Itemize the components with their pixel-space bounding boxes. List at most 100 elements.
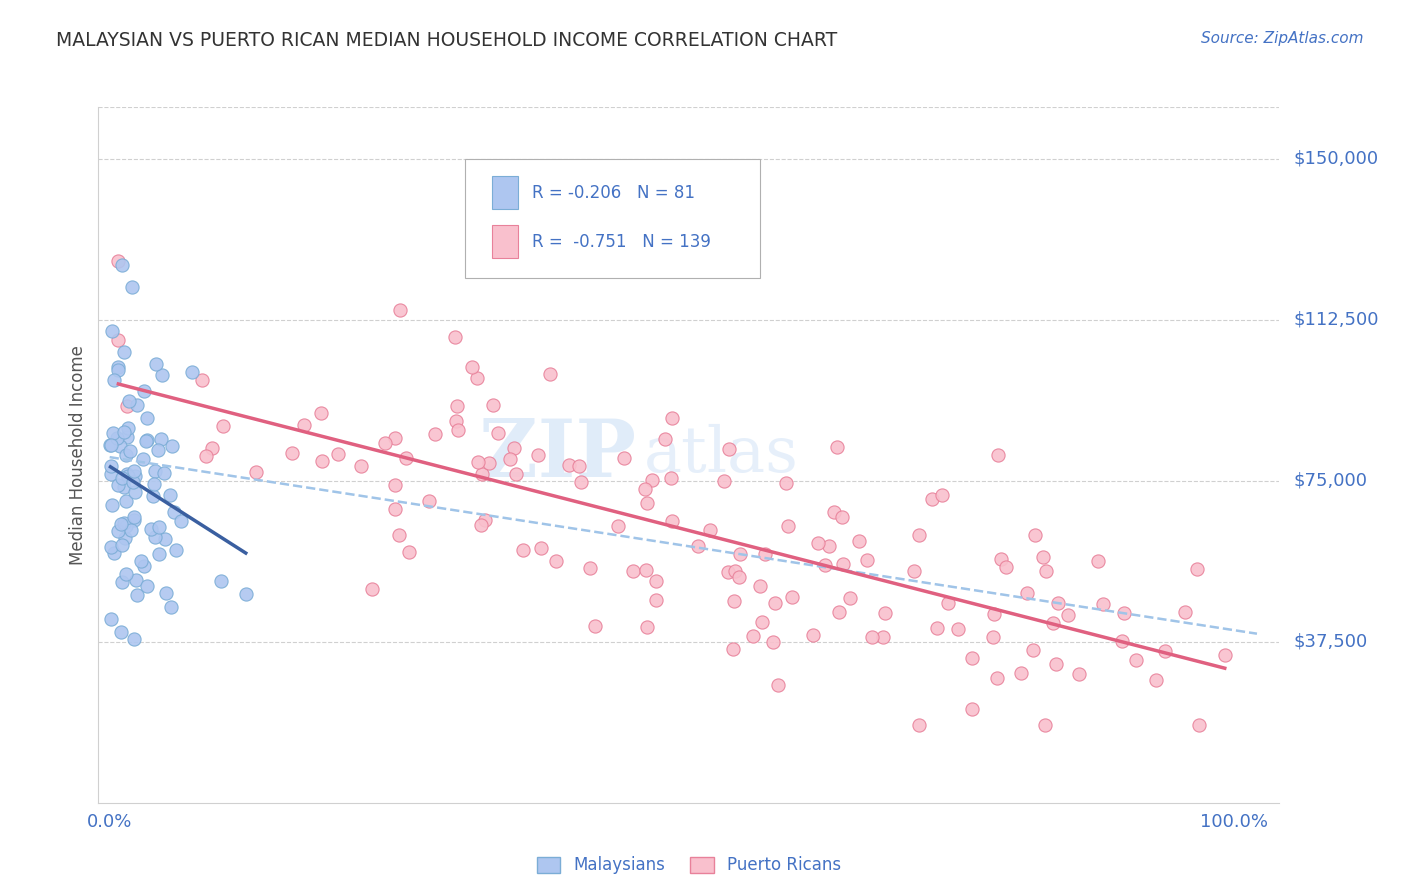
Point [724,565,747,579]
Point [101,425,124,440]
Point [990,552,1012,566]
Point [1045,657,1067,671]
Point [309,406,332,420]
Point [191,373,214,387]
Point [160,439,183,453]
Point [446,399,468,413]
Text: R = -0.206   N = 81: R = -0.206 N = 81 [531,184,695,202]
Point [838,591,860,605]
Point [527,448,550,462]
Point [936,596,959,610]
Text: $37,500: $37,500 [1294,632,1368,651]
Point [856,552,879,566]
Text: $112,500: $112,500 [1294,310,1379,328]
Text: $75,000: $75,000 [1294,472,1368,490]
Point [398,545,420,559]
Point [129,554,152,568]
Point [127,588,149,602]
Point [814,558,837,573]
Point [148,520,170,534]
Point [326,447,349,461]
Point [160,600,183,615]
Point [110,625,132,640]
Point [529,541,551,556]
Point [170,514,193,528]
Point [100,467,122,481]
Point [544,553,567,567]
Point [713,474,735,488]
Point [754,547,776,561]
Point [461,359,484,374]
Point [105,431,128,445]
Point [111,538,134,552]
Point [100,459,122,474]
Point [1042,616,1064,631]
Point [634,563,657,577]
FancyBboxPatch shape [464,159,759,277]
Point [983,631,1005,645]
Point [860,630,883,644]
Legend: Malaysians, Puerto Ricans: Malaysians, Puerto Ricans [537,856,841,874]
Point [583,619,606,633]
Point [986,671,1008,685]
Point [873,607,896,621]
Point [135,434,157,449]
Point [948,622,970,636]
Point [152,467,174,481]
Point [1092,598,1115,612]
Text: Source: ZipAtlas.com: Source: ZipAtlas.com [1201,31,1364,46]
Point [150,432,173,446]
Text: R =  -0.751   N = 139: R = -0.751 N = 139 [531,233,711,251]
Point [512,543,534,558]
Point [281,446,304,460]
Point [907,718,929,732]
Point [115,449,138,463]
Point [688,540,710,554]
Point [107,524,129,538]
Point [558,458,581,472]
Point [150,368,173,382]
Point [122,464,145,478]
Point [107,477,129,491]
Point [659,471,682,485]
Point [444,414,467,428]
Point [165,543,187,558]
Point [148,443,170,458]
Point [503,441,526,455]
Point [645,574,668,589]
Point [114,566,136,581]
Point [418,494,440,508]
Point [538,368,561,382]
Point [579,560,602,574]
Point [111,258,134,272]
Point [921,491,943,506]
Point [661,514,683,528]
Point [471,467,494,481]
Point [661,411,683,425]
Point [762,635,785,649]
Point [107,363,129,377]
Bar [492,176,517,210]
Point [831,510,853,524]
Point [122,475,145,489]
Point [607,519,630,533]
Point [108,439,131,453]
Point [801,628,824,642]
Point [117,469,139,483]
Point [118,394,141,409]
Point [447,423,470,437]
Point [100,324,122,338]
Point [465,371,488,385]
Point [807,536,830,550]
Point [384,430,406,444]
Point [245,465,267,479]
Point [110,516,132,531]
Point [987,448,1010,462]
Point [384,501,406,516]
Point [1125,653,1147,667]
Point [872,630,894,644]
Point [613,451,636,466]
Point [1174,606,1197,620]
Point [1017,586,1039,600]
Point [474,513,496,527]
